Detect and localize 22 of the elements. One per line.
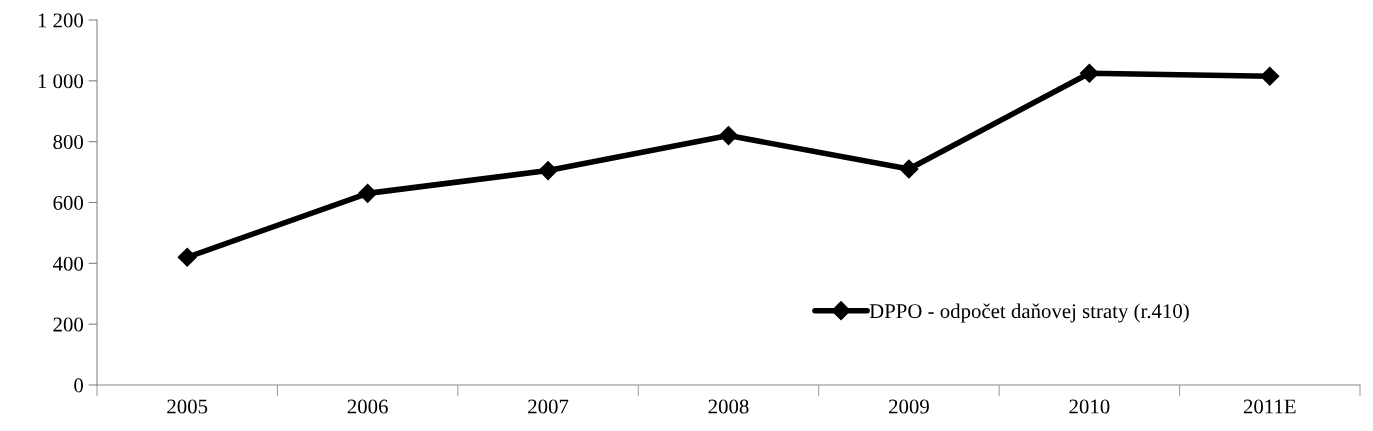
x-tick-label: 2008 xyxy=(708,399,749,414)
x-tick-label: 2009 xyxy=(889,399,929,414)
x-tick-label: 2011E xyxy=(1243,399,1296,414)
point xyxy=(1260,66,1280,86)
y-tick-label: 1 000 xyxy=(38,74,84,89)
y-tick-label: 200 xyxy=(53,317,84,332)
y-tick-label: 800 xyxy=(53,135,84,150)
x-tick-label: 2006 xyxy=(347,399,388,414)
x-tick-label: 2005 xyxy=(167,399,208,414)
y-tick-label: 600 xyxy=(53,195,84,210)
point xyxy=(899,159,919,179)
y-tick-label: 1 200 xyxy=(38,13,84,28)
legend-label: DPPO - odpočet daňovej straty (r.410) xyxy=(869,303,1189,323)
point xyxy=(1079,63,1099,83)
x-tick-label: 2010 xyxy=(1069,399,1110,414)
x-tick-label: 2007 xyxy=(528,399,569,414)
point xyxy=(358,183,378,203)
point xyxy=(538,161,558,181)
y-tick-label: 400 xyxy=(52,256,84,271)
y-tick-label: 0 xyxy=(74,378,84,393)
point xyxy=(177,247,197,267)
point xyxy=(718,126,739,146)
